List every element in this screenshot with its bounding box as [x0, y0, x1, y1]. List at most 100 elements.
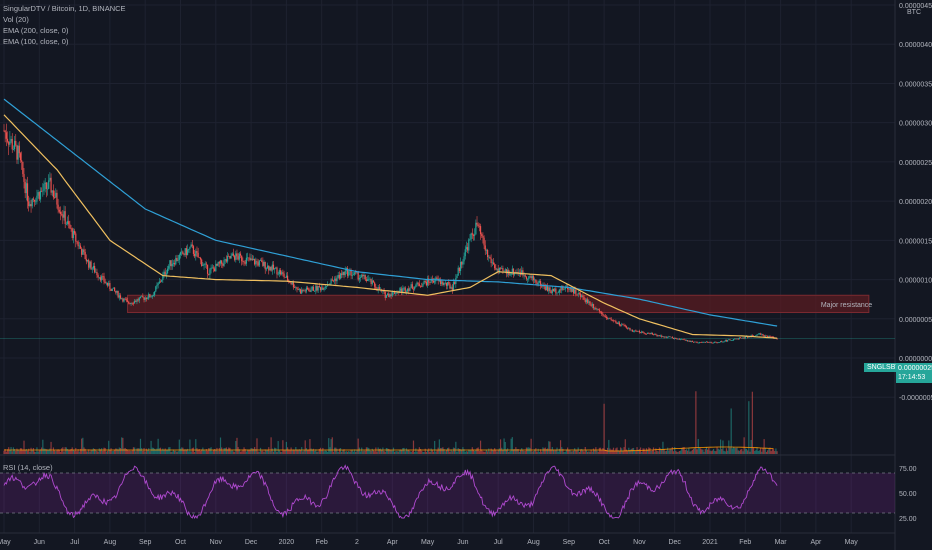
- candle-body-325: [385, 295, 388, 298]
- volume-bar-102: [123, 448, 125, 454]
- candle-body-268: [318, 286, 320, 288]
- candle-body-358: [424, 280, 426, 282]
- candle-body-99: [119, 295, 122, 299]
- volume-bar-14: [19, 448, 22, 454]
- candle-body-294: [349, 270, 351, 272]
- volume-bar-110: [132, 447, 135, 454]
- legend-title[interactable]: SingularDTV / Bitcoin, 1D, BINANCE: [3, 4, 126, 13]
- candle-body-611: [722, 341, 724, 343]
- candle-body-564: [667, 337, 669, 338]
- volume-bar-645: [762, 447, 764, 454]
- volume-bar-334: [396, 451, 398, 454]
- legend-ema200[interactable]: EMA (200, close, 0): [3, 26, 69, 35]
- candle-body-227: [270, 266, 272, 271]
- candle-body-462: [547, 286, 549, 292]
- volume-bar-149: [178, 439, 180, 454]
- volume-bar-293: [348, 450, 350, 454]
- candle-body-620: [732, 339, 735, 341]
- time-tick-14: Jul: [494, 539, 503, 546]
- candle-body-61: [75, 233, 77, 242]
- candle-body-252: [299, 289, 302, 294]
- volume-bar-1: [4, 449, 6, 454]
- time-tick-17: Oct: [599, 539, 610, 546]
- volume-bar-552: [652, 447, 655, 454]
- volume-bar-295: [350, 450, 352, 454]
- legend-volume[interactable]: Vol (20): [3, 15, 29, 24]
- chart-legend: SingularDTV / Bitcoin, 1D, BINANCE Vol (…: [3, 3, 126, 47]
- volume-bar-446: [528, 447, 530, 454]
- legend-ema100[interactable]: EMA (100, close, 0): [3, 37, 69, 46]
- candle-body-510: [603, 315, 605, 316]
- volume-bar-365: [432, 451, 435, 454]
- candle-body-100: [121, 298, 123, 300]
- candle-body-157: [188, 248, 190, 250]
- candle-body-628: [742, 337, 744, 339]
- volume-bar-33: [42, 439, 44, 454]
- volume-bar-563: [665, 450, 668, 454]
- candle-body-381: [451, 287, 453, 291]
- volume-bar-339: [402, 448, 404, 454]
- candle-body-473: [559, 289, 562, 291]
- candle-body-224: [266, 265, 269, 269]
- volume-bar-108: [130, 451, 132, 454]
- volume-bar-389: [461, 449, 463, 454]
- time-tick-5: Oct: [175, 539, 186, 546]
- candle-body-451: [534, 279, 536, 281]
- candle-body-271: [322, 287, 324, 290]
- candle-body-72: [88, 259, 90, 268]
- volume-bar-445: [527, 447, 529, 454]
- volume-bar-219: [261, 450, 263, 454]
- volume-bar-98: [118, 447, 120, 454]
- volume-bar-306: [363, 450, 365, 454]
- volume-bar-305: [362, 451, 364, 454]
- volume-bar-62: [76, 451, 78, 454]
- candle-body-407: [482, 235, 484, 238]
- volume-bar-256: [304, 440, 306, 454]
- volume-bar-273: [324, 450, 326, 454]
- candle-body-7: [11, 138, 13, 150]
- volume-bar-261: [310, 448, 312, 454]
- volume-bar-157: [188, 451, 190, 454]
- volume-bar-551: [651, 449, 653, 454]
- volume-bar-235: [279, 451, 282, 454]
- candle-body-430: [509, 274, 511, 276]
- volume-bar-388: [459, 449, 462, 454]
- candle-body-50: [62, 214, 64, 218]
- volume-bar-409: [484, 451, 486, 454]
- volume-bar-401: [475, 449, 477, 454]
- candle-body-554: [655, 333, 657, 335]
- volume-bar-214: [255, 449, 257, 454]
- candle-body-156: [186, 249, 189, 256]
- volume-bar-384: [455, 441, 457, 454]
- volume-bar-207: [246, 449, 249, 454]
- candle-body-511: [604, 315, 606, 317]
- candle-body-345: [409, 287, 411, 291]
- volume-bar-31: [39, 449, 42, 454]
- candle-body-139: [166, 268, 169, 274]
- volume-bar-506: [598, 447, 600, 454]
- candle-body-62: [76, 241, 78, 243]
- volume-bar-464: [549, 441, 551, 454]
- candle-body-3: [6, 138, 9, 142]
- candle-body-350: [415, 285, 417, 288]
- candle-body-609: [719, 341, 722, 343]
- candle-body-568: [671, 336, 673, 338]
- time-tick-12: May: [421, 539, 435, 546]
- candle-body-546: [645, 333, 648, 335]
- volume-bar-68: [83, 447, 85, 454]
- volume-bar-8: [12, 447, 15, 454]
- candle-body-215: [256, 261, 258, 263]
- candle-body-191: [228, 255, 230, 257]
- candle-body-518: [612, 320, 615, 322]
- volume-bar-337: [399, 449, 402, 454]
- candle-body-610: [721, 341, 723, 343]
- candle-body-289: [343, 272, 345, 276]
- candle-body-238: [283, 273, 285, 278]
- volume-bar-137: [164, 448, 166, 454]
- rsi-legend[interactable]: RSI (14, close): [3, 463, 53, 472]
- candle-body-136: [163, 271, 165, 275]
- candle-body-481: [569, 287, 571, 290]
